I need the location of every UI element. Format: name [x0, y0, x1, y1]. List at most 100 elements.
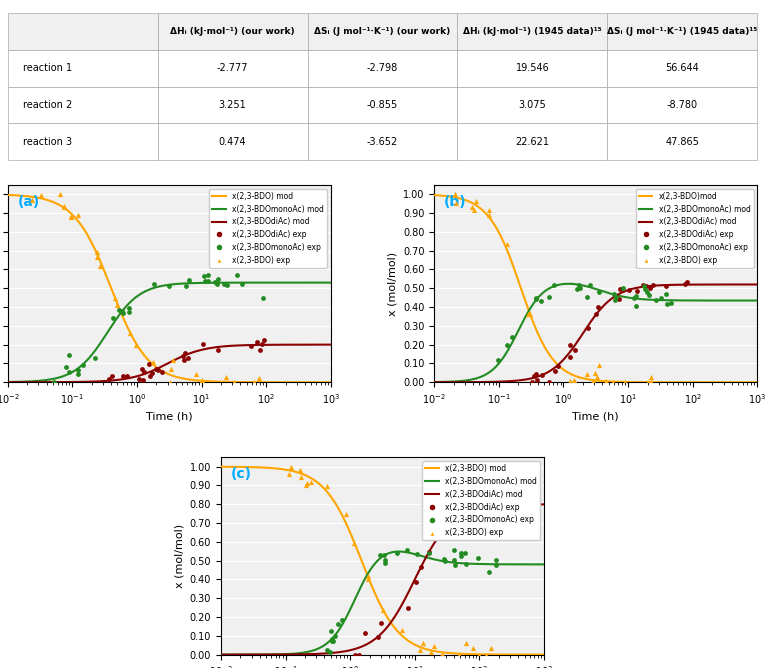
Point — [425, 647, 438, 657]
Point — [177, 351, 189, 361]
Point — [681, 277, 693, 287]
Point — [572, 279, 584, 290]
Point — [459, 518, 471, 529]
Point — [645, 377, 657, 387]
Point — [569, 345, 581, 355]
Point — [500, 340, 513, 351]
Point — [448, 555, 460, 566]
Point — [448, 189, 461, 200]
Point — [645, 371, 657, 382]
Point — [564, 351, 576, 362]
Point — [650, 295, 662, 305]
Point — [332, 619, 344, 630]
Point — [136, 375, 148, 385]
Point — [327, 636, 339, 647]
Point — [63, 349, 75, 360]
Point — [136, 364, 148, 375]
Point — [496, 511, 509, 522]
Point — [581, 291, 594, 302]
Point — [422, 546, 435, 557]
Point — [581, 323, 594, 333]
Point — [391, 548, 403, 559]
Point — [529, 488, 542, 499]
Point — [133, 373, 145, 384]
Point — [325, 625, 337, 636]
Point — [300, 480, 312, 491]
Point — [574, 283, 586, 293]
Point — [415, 562, 427, 572]
Point — [375, 617, 387, 628]
Point — [58, 202, 70, 212]
Point — [146, 357, 158, 367]
Point — [106, 371, 118, 381]
Point — [251, 337, 263, 347]
Point — [199, 276, 211, 287]
Point — [379, 554, 391, 565]
Point — [181, 352, 194, 363]
Point — [641, 287, 653, 297]
Point — [484, 643, 496, 653]
Point — [138, 367, 150, 377]
Point — [647, 280, 659, 291]
Point — [347, 538, 360, 548]
Point — [483, 567, 496, 578]
Point — [458, 548, 470, 558]
Point — [638, 281, 650, 291]
Point — [584, 280, 596, 291]
Point — [220, 279, 233, 290]
Point — [496, 494, 509, 504]
Point — [439, 556, 451, 566]
Point — [249, 377, 261, 387]
Point — [91, 252, 103, 263]
Legend: x(2,3-BDO)mod, x(2,3-BDOmonoAc) mod, x(2,3-BDOdiAc) mod, x(2,3-BDOdiAc) exp, x(2: x(2,3-BDO)mod, x(2,3-BDOmonoAc) mod, x(2… — [636, 188, 754, 268]
Point — [396, 625, 408, 636]
Point — [144, 370, 156, 381]
Point — [436, 649, 448, 659]
Point — [529, 498, 542, 509]
Point — [564, 376, 576, 387]
Point — [220, 371, 233, 382]
Text: (b): (b) — [444, 194, 467, 208]
Point — [519, 506, 532, 517]
Point — [607, 377, 619, 387]
Point — [340, 508, 352, 519]
Point — [236, 279, 248, 290]
Point — [256, 339, 268, 349]
Point — [410, 576, 422, 587]
Point — [363, 571, 375, 582]
Point — [72, 210, 84, 221]
Point — [498, 514, 510, 525]
Point — [401, 544, 413, 555]
Point — [124, 328, 136, 339]
Point — [423, 547, 435, 558]
Point — [64, 210, 76, 221]
Point — [552, 361, 564, 371]
Point — [130, 339, 142, 350]
Point — [530, 293, 542, 304]
Point — [152, 365, 164, 375]
Point — [628, 293, 640, 303]
Point — [542, 377, 555, 387]
Point — [630, 290, 643, 301]
Point — [490, 554, 503, 565]
Point — [179, 348, 191, 359]
Point — [65, 211, 77, 222]
Text: (c): (c) — [230, 467, 252, 481]
Point — [121, 370, 133, 381]
Point — [588, 368, 601, 379]
Point — [54, 189, 67, 200]
Point — [568, 375, 581, 385]
Point — [543, 292, 555, 303]
Point — [150, 363, 162, 374]
Point — [48, 376, 60, 387]
Point — [414, 645, 426, 655]
Point — [148, 279, 160, 289]
Point — [470, 196, 482, 206]
Point — [549, 366, 562, 377]
Point — [60, 361, 73, 372]
Point — [295, 465, 307, 476]
Point — [321, 480, 334, 491]
Point — [473, 649, 485, 660]
Point — [645, 377, 657, 387]
Point — [362, 574, 374, 584]
